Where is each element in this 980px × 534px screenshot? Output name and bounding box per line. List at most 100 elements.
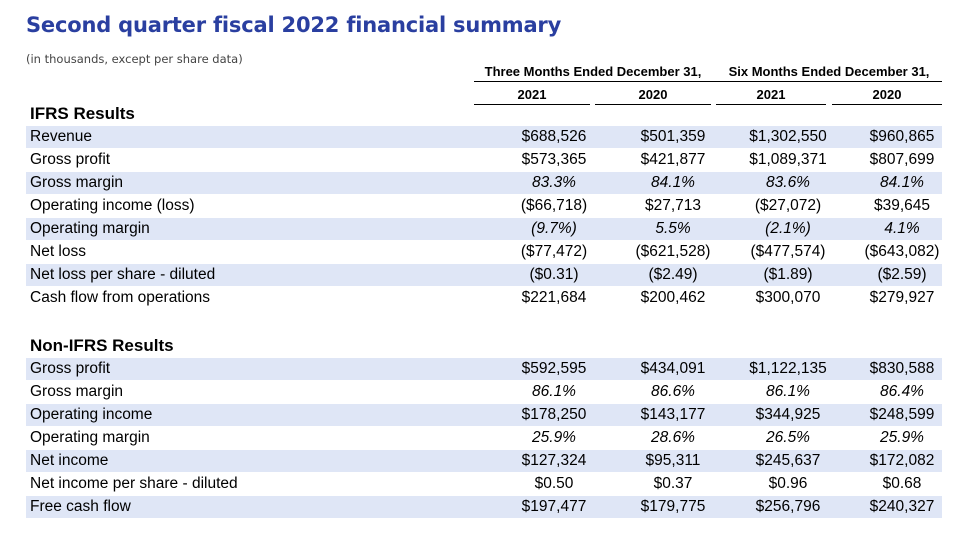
- row-value: ($66,718): [520, 197, 588, 214]
- table-row: Net loss ($77,472) ($621,528) ($477,574) ($6…: [26, 241, 942, 263]
- row-value: 86.6%: [651, 383, 695, 400]
- row-label: Gross profit: [30, 360, 111, 377]
- row-value: $221,684: [521, 289, 587, 306]
- row-value: 86.4%: [880, 383, 924, 400]
- table-row: Gross profit $592,595 $434,091 $1,122,135 $8…: [26, 358, 942, 380]
- row-value: 28.6%: [651, 429, 695, 446]
- row-value: 83.3%: [532, 174, 576, 191]
- row-value: $39,645: [873, 197, 931, 214]
- row-value: $200,462: [640, 289, 706, 306]
- row-value: $960,865: [869, 128, 935, 145]
- row-value: $179,775: [640, 498, 706, 515]
- row-value: $178,250: [521, 406, 587, 423]
- table-row: Net loss per share - diluted ($0.31) ($2.4…: [26, 264, 942, 286]
- row-label: Gross margin: [30, 383, 124, 400]
- row-label: Free cash flow: [30, 498, 131, 515]
- row-value: $1,089,371: [749, 151, 827, 168]
- year-underline-4: [832, 104, 942, 105]
- row-value: ($2.59): [877, 266, 927, 283]
- row-value: $256,796: [755, 498, 821, 515]
- row-value: $0.37: [653, 475, 693, 492]
- row-label: Operating income: [30, 406, 153, 423]
- row-value: $279,927: [869, 289, 935, 306]
- row-label: Cash flow from operations: [30, 289, 211, 306]
- row-value: ($1.89): [763, 266, 813, 283]
- row-value: $143,177: [640, 406, 706, 423]
- row-value: $95,311: [645, 452, 701, 469]
- row-value: 5.5%: [655, 220, 691, 237]
- row-value: 84.1%: [880, 174, 924, 191]
- row-label: Net loss per share - diluted: [30, 266, 216, 283]
- row-value: $1,122,135: [749, 360, 827, 377]
- row-value: $573,365: [521, 151, 587, 168]
- row-value: $0.68: [882, 475, 922, 492]
- table-row: Operating income (loss) ($66,718) $27,713 (…: [26, 195, 942, 217]
- header-divider: [474, 81, 942, 82]
- year-col-2: 2020: [638, 87, 668, 102]
- row-value: $344,925: [755, 406, 821, 423]
- row-value: $240,327: [869, 498, 935, 515]
- row-label: Revenue: [30, 128, 93, 145]
- row-value: ($0.31): [529, 266, 579, 283]
- row-value: $0.50: [534, 475, 574, 492]
- table-row: Operating margin (9.7%) 5.5% (2.1%) 4.1%: [26, 218, 942, 240]
- table-row: Operating margin 25.9% 28.6% 26.5% 25.9%: [26, 427, 942, 449]
- table-row: Cash flow from operations $221,684 $200,46…: [26, 287, 942, 309]
- row-value: 25.9%: [880, 429, 924, 446]
- row-label: Operating margin: [30, 429, 150, 446]
- header-three-months: Three Months Ended December 31,: [484, 64, 702, 79]
- row-value: (9.7%): [531, 220, 577, 237]
- row-label: Gross margin: [30, 174, 124, 191]
- row-value: ($77,472): [520, 243, 588, 260]
- section-title-non-ifrs: Non-IFRS Results: [30, 336, 174, 355]
- row-value: 86.1%: [532, 383, 576, 400]
- year-col-1: 2021: [517, 87, 547, 102]
- row-value: $245,637: [755, 452, 821, 469]
- year-underline-2: [595, 104, 711, 105]
- row-value: $0.96: [768, 475, 808, 492]
- table-row: Operating income $178,250 $143,177 $344,925…: [26, 404, 942, 426]
- row-value: ($643,082): [864, 243, 940, 260]
- row-value: $127,324: [521, 452, 587, 469]
- row-value: $27,713: [644, 197, 702, 214]
- row-value: $807,699: [869, 151, 935, 168]
- year-underline-1: [474, 104, 590, 105]
- row-label: Operating income (loss): [30, 197, 195, 214]
- row-value: 86.1%: [766, 383, 810, 400]
- row-value: $688,526: [521, 128, 587, 145]
- row-value: $592,595: [521, 360, 587, 377]
- row-value: $434,091: [640, 360, 706, 377]
- row-value: $421,877: [640, 151, 706, 168]
- section-title-ifrs: IFRS Results: [30, 104, 135, 123]
- row-value: ($477,574): [750, 243, 826, 260]
- year-col-3: 2021: [756, 87, 786, 102]
- table-row: Revenue $688,526 $501,359 $1,302,550 $960,86…: [26, 126, 942, 148]
- year-col-4: 2020: [872, 87, 902, 102]
- table-row: Gross profit $573,365 $421,877 $1,089,371 $8…: [26, 149, 942, 171]
- row-value: ($2.49): [648, 266, 698, 283]
- row-label: Net income per share - diluted: [30, 475, 238, 492]
- row-label: Net income: [30, 452, 109, 469]
- table-row: Gross margin 83.3% 84.1% 83.6% 84.1%: [26, 172, 942, 194]
- row-value: $1,302,550: [749, 128, 827, 145]
- row-value: 26.5%: [766, 429, 810, 446]
- row-value: 4.1%: [884, 220, 920, 237]
- row-value: $300,070: [755, 289, 821, 306]
- row-value: $197,477: [521, 498, 587, 515]
- table-row: Net income per share - diluted $0.50 $0.37…: [26, 473, 942, 495]
- row-value: 25.9%: [532, 429, 576, 446]
- row-value: 83.6%: [766, 174, 810, 191]
- row-value: $172,082: [869, 452, 935, 469]
- row-value: $248,599: [869, 406, 935, 423]
- row-value: (2.1%): [765, 220, 811, 237]
- table-row: Net income $127,324 $95,311 $245,637 $172,08…: [26, 450, 942, 472]
- row-value: ($621,528): [635, 243, 711, 260]
- row-value: $501,359: [640, 128, 706, 145]
- row-label: Operating margin: [30, 220, 150, 237]
- row-label: Gross profit: [30, 151, 111, 168]
- page-title: Second quarter fiscal 2022 financial sum…: [26, 13, 562, 37]
- row-label: Net loss: [30, 243, 86, 260]
- page-subtitle: (in thousands, except per share data): [26, 52, 243, 66]
- header-six-months: Six Months Ended December 31,: [728, 64, 930, 79]
- table-row: Gross margin 86.1% 86.6% 86.1% 86.4%: [26, 381, 942, 403]
